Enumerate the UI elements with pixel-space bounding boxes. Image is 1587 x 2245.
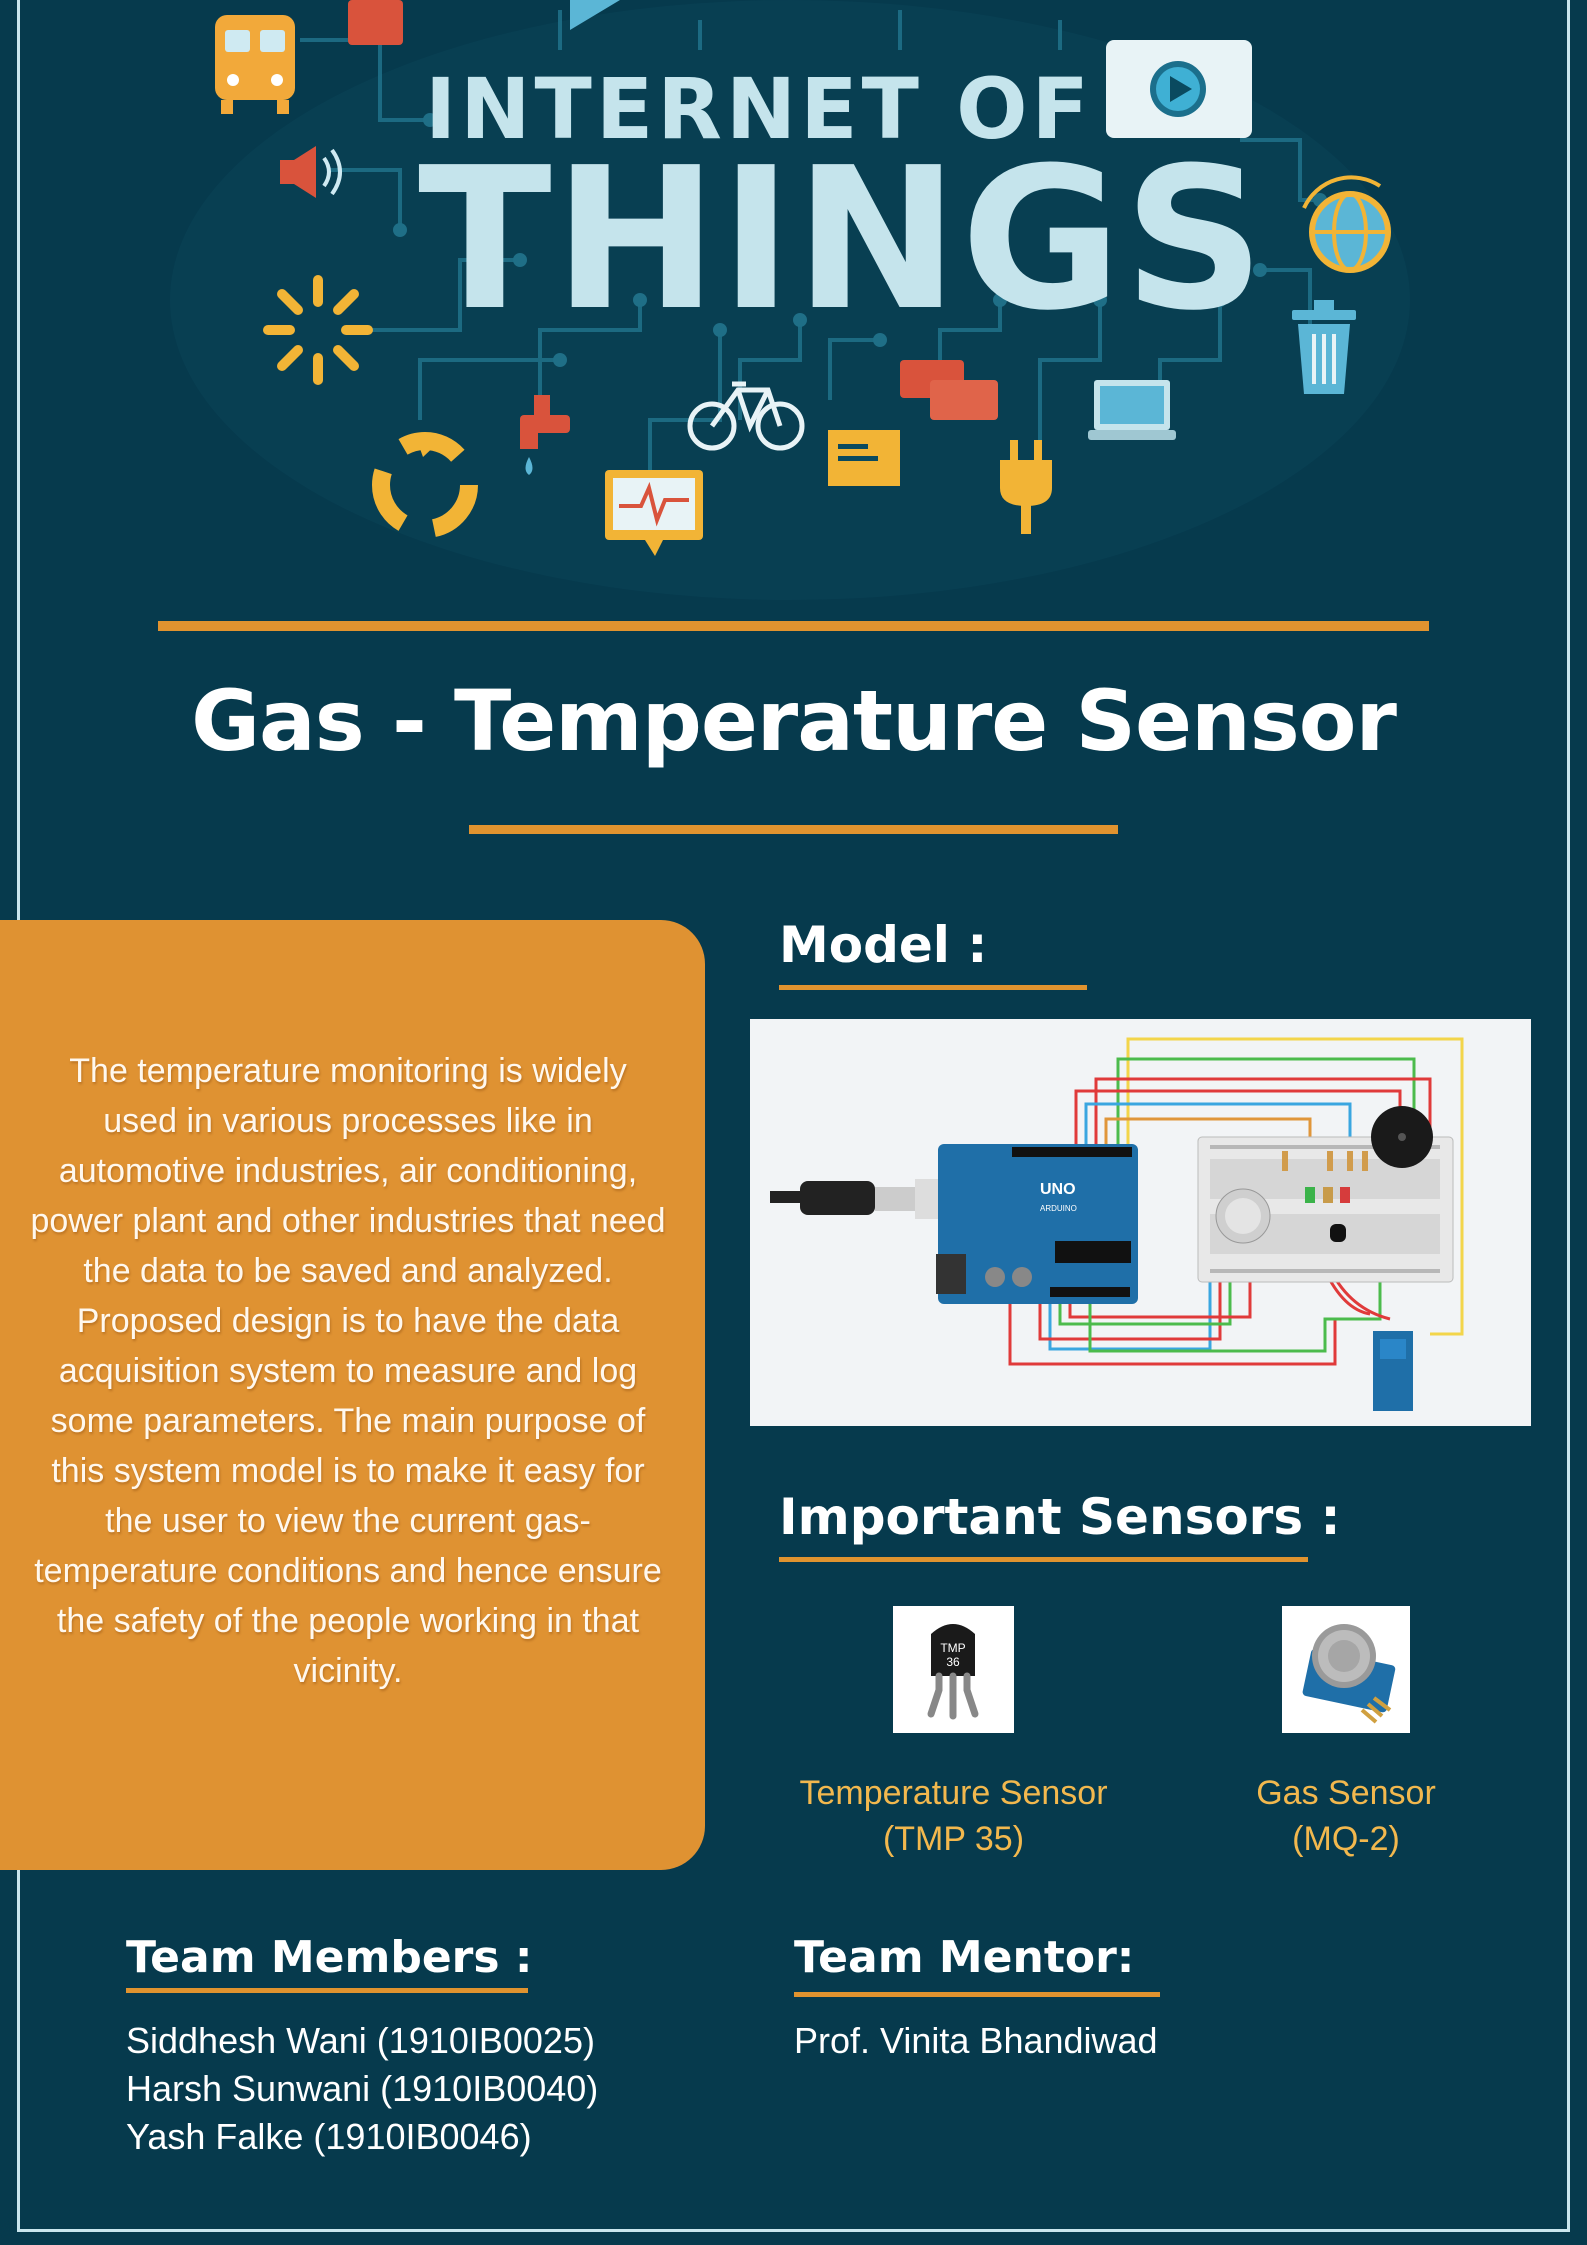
temperature-sensor-chip-number: 36 — [946, 1655, 960, 1669]
video-play-icon — [1106, 40, 1252, 138]
title-top-rule — [158, 621, 1429, 631]
sun-icon — [263, 275, 373, 385]
description-text: The temperature monitoring is widely use… — [30, 1052, 666, 1690]
plug-icon — [1000, 440, 1052, 534]
mail-icon — [828, 430, 900, 486]
team-member-list: Siddhesh Wani (1910IB0025) Harsh Sunwani… — [126, 2017, 598, 2161]
hero-illustration — [170, 0, 1410, 600]
chat-icon — [900, 360, 998, 420]
circuit-model-image: UNO ARDUINO — [750, 1019, 1531, 1426]
temperature-sensor-chip-label: TMP — [940, 1641, 965, 1655]
description-panel — [0, 920, 705, 1870]
title-bottom-rule — [469, 825, 1118, 834]
gas-sensor-image — [1282, 1606, 1410, 1733]
page-title: Gas - Temperature Sensor — [191, 672, 1397, 770]
heart-monitor-icon — [605, 470, 703, 556]
team-member: Harsh Sunwani (1910IB0040) — [126, 2068, 599, 2109]
temperature-sensor-model: (TMP 35) — [882, 1820, 1025, 1858]
hero-title-things: THINGS — [418, 126, 1267, 354]
trash-icon — [1292, 300, 1356, 394]
globe-icon — [1302, 175, 1391, 273]
mentor-name: Prof. Vinita Bhandiwad — [794, 2020, 1158, 2061]
recycle-icon — [372, 432, 478, 538]
team-members-heading: Team Members : — [126, 1932, 533, 1983]
team-mentor-heading: Team Mentor: — [794, 1932, 1135, 1983]
sensors-heading-underline — [779, 1557, 1308, 1562]
model-heading: Model : — [779, 916, 988, 974]
gas-sensor-model: (MQ-2) — [1292, 1820, 1400, 1858]
model-heading-underline — [779, 985, 1087, 990]
temperature-sensor-image: TMP 36 — [893, 1606, 1014, 1733]
team-members-underline — [126, 1988, 528, 1993]
gas-sensor-label: Gas Sensor (MQ-2) — [1226, 1770, 1466, 1862]
laptop-icon — [1088, 380, 1176, 440]
gas-sensor-name: Gas Sensor — [1256, 1774, 1436, 1812]
team-member: Yash Falke (1910IB0046) — [126, 2116, 532, 2157]
arduino-brand-text: ARDUINO — [1040, 1204, 1077, 1213]
temperature-sensor-name: Temperature Sensor — [799, 1774, 1108, 1812]
temperature-sensor-label: Temperature Sensor (TMP 35) — [780, 1770, 1127, 1862]
bicycle-icon — [687, 381, 805, 451]
sensors-heading: Important Sensors : — [779, 1488, 1341, 1546]
team-member: Siddhesh Wani (1910IB0025) — [126, 2020, 595, 2061]
team-mentor-underline — [794, 1992, 1160, 1997]
arduino-logo-text: UNO — [1040, 1181, 1076, 1198]
train-icon — [215, 15, 295, 114]
faucet-icon — [520, 395, 570, 475]
hero-title-internet-of: INTERNET OF — [425, 60, 1093, 158]
speaker-icon — [280, 146, 342, 198]
